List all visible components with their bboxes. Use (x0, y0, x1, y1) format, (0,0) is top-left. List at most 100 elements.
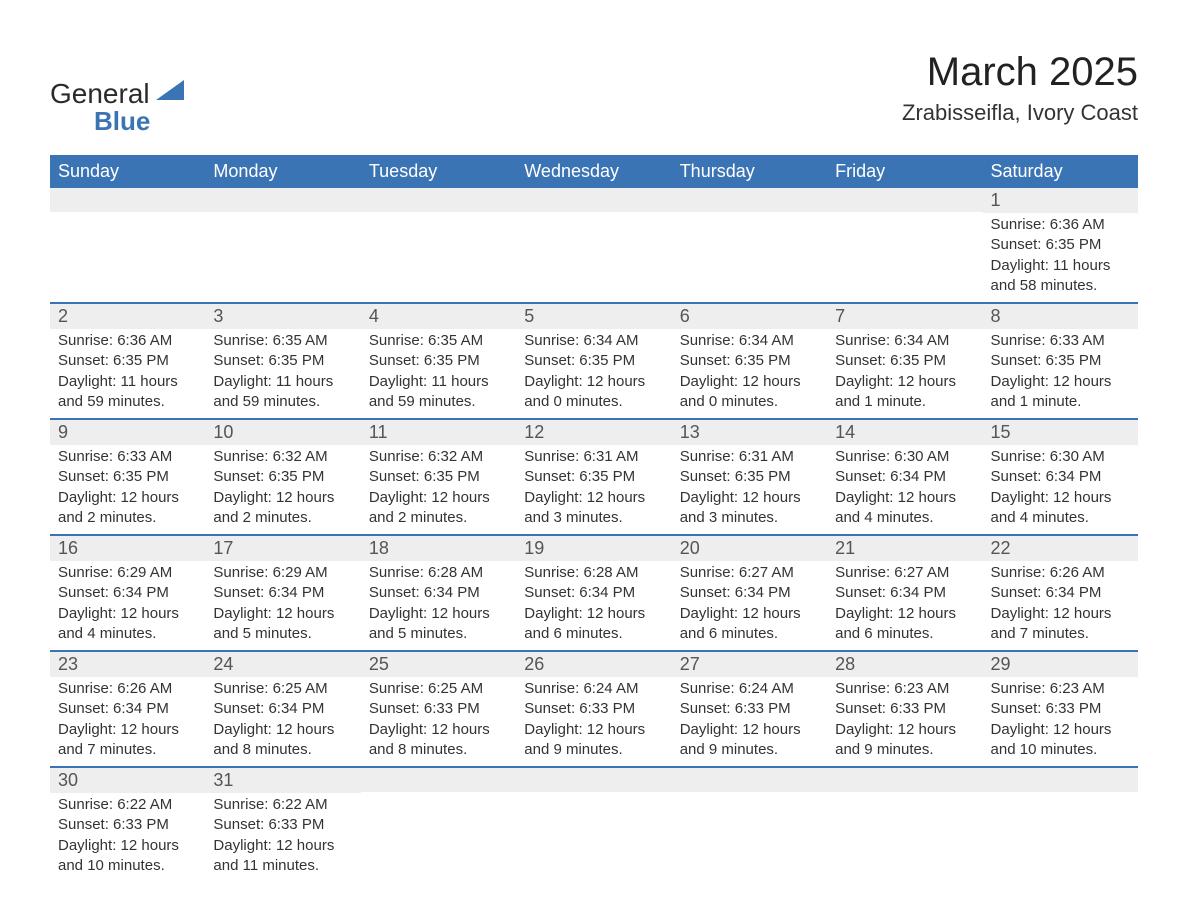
sunset-text: Sunset: 6:35 PM (213, 351, 352, 371)
day-header: Sunday (50, 155, 205, 188)
day-header: Wednesday (516, 155, 671, 188)
day-number (361, 188, 516, 212)
day-number: 19 (516, 536, 671, 561)
day-data: Sunrise: 6:28 AMSunset: 6:34 PMDaylight:… (361, 561, 516, 650)
daylight-text: Daylight: 12 hours and 6 minutes. (835, 604, 974, 645)
sunset-text: Sunset: 6:34 PM (58, 583, 197, 603)
sunset-text: Sunset: 6:34 PM (680, 583, 819, 603)
sunset-text: Sunset: 6:34 PM (213, 583, 352, 603)
day-number: 14 (827, 420, 982, 445)
day-cell: 21Sunrise: 6:27 AMSunset: 6:34 PMDayligh… (827, 535, 982, 651)
day-cell (361, 188, 516, 303)
daylight-text: Daylight: 12 hours and 4 minutes. (58, 604, 197, 645)
title-block: March 2025 Zrabisseifla, Ivory Coast (902, 50, 1138, 126)
day-number (827, 768, 982, 792)
sunrise-text: Sunrise: 6:23 AM (835, 679, 974, 699)
page-header: General Blue March 2025 Zrabisseifla, Iv… (50, 50, 1138, 137)
day-data (983, 792, 1138, 870)
day-number (361, 768, 516, 792)
day-cell: 23Sunrise: 6:26 AMSunset: 6:34 PMDayligh… (50, 651, 205, 767)
day-cell: 19Sunrise: 6:28 AMSunset: 6:34 PMDayligh… (516, 535, 671, 651)
sunset-text: Sunset: 6:33 PM (680, 699, 819, 719)
daylight-text: Daylight: 11 hours and 59 minutes. (213, 372, 352, 413)
sunset-text: Sunset: 6:34 PM (835, 583, 974, 603)
day-data: Sunrise: 6:31 AMSunset: 6:35 PMDaylight:… (672, 445, 827, 534)
day-cell: 20Sunrise: 6:27 AMSunset: 6:34 PMDayligh… (672, 535, 827, 651)
sunset-text: Sunset: 6:34 PM (369, 583, 508, 603)
sunrise-text: Sunrise: 6:36 AM (58, 331, 197, 351)
day-number (516, 768, 671, 792)
day-data: Sunrise: 6:26 AMSunset: 6:34 PMDaylight:… (50, 677, 205, 766)
day-number: 5 (516, 304, 671, 329)
sunset-text: Sunset: 6:35 PM (213, 467, 352, 487)
day-cell: 9Sunrise: 6:33 AMSunset: 6:35 PMDaylight… (50, 419, 205, 535)
sunrise-text: Sunrise: 6:34 AM (524, 331, 663, 351)
day-data: Sunrise: 6:31 AMSunset: 6:35 PMDaylight:… (516, 445, 671, 534)
day-number: 30 (50, 768, 205, 793)
day-number: 29 (983, 652, 1138, 677)
day-cell: 22Sunrise: 6:26 AMSunset: 6:34 PMDayligh… (983, 535, 1138, 651)
day-number: 12 (516, 420, 671, 445)
day-cell (516, 188, 671, 303)
day-data: Sunrise: 6:22 AMSunset: 6:33 PMDaylight:… (50, 793, 205, 882)
day-number: 27 (672, 652, 827, 677)
day-data (361, 792, 516, 870)
daylight-text: Daylight: 12 hours and 8 minutes. (369, 720, 508, 761)
day-data: Sunrise: 6:27 AMSunset: 6:34 PMDaylight:… (827, 561, 982, 650)
sunset-text: Sunset: 6:35 PM (680, 351, 819, 371)
day-cell: 8Sunrise: 6:33 AMSunset: 6:35 PMDaylight… (983, 303, 1138, 419)
sunrise-text: Sunrise: 6:31 AM (680, 447, 819, 467)
daylight-text: Daylight: 12 hours and 2 minutes. (369, 488, 508, 529)
day-number: 10 (205, 420, 360, 445)
daylight-text: Daylight: 12 hours and 10 minutes. (991, 720, 1130, 761)
day-cell: 6Sunrise: 6:34 AMSunset: 6:35 PMDaylight… (672, 303, 827, 419)
sunset-text: Sunset: 6:35 PM (369, 467, 508, 487)
day-data (50, 212, 205, 290)
daylight-text: Daylight: 12 hours and 6 minutes. (524, 604, 663, 645)
day-cell: 7Sunrise: 6:34 AMSunset: 6:35 PMDaylight… (827, 303, 982, 419)
daylight-text: Daylight: 12 hours and 11 minutes. (213, 836, 352, 877)
day-number: 31 (205, 768, 360, 793)
sunrise-text: Sunrise: 6:27 AM (835, 563, 974, 583)
day-data: Sunrise: 6:26 AMSunset: 6:34 PMDaylight:… (983, 561, 1138, 650)
day-cell: 26Sunrise: 6:24 AMSunset: 6:33 PMDayligh… (516, 651, 671, 767)
day-data: Sunrise: 6:36 AMSunset: 6:35 PMDaylight:… (983, 213, 1138, 302)
sunset-text: Sunset: 6:35 PM (58, 351, 197, 371)
day-cell (516, 767, 671, 882)
day-number: 25 (361, 652, 516, 677)
day-number: 28 (827, 652, 982, 677)
daylight-text: Daylight: 12 hours and 2 minutes. (213, 488, 352, 529)
sunset-text: Sunset: 6:33 PM (835, 699, 974, 719)
day-data: Sunrise: 6:24 AMSunset: 6:33 PMDaylight:… (672, 677, 827, 766)
day-data: Sunrise: 6:32 AMSunset: 6:35 PMDaylight:… (205, 445, 360, 534)
day-header: Saturday (983, 155, 1138, 188)
day-data (827, 212, 982, 290)
sunrise-text: Sunrise: 6:32 AM (369, 447, 508, 467)
calendar-table: Sunday Monday Tuesday Wednesday Thursday… (50, 155, 1138, 882)
sunrise-text: Sunrise: 6:34 AM (680, 331, 819, 351)
day-cell: 11Sunrise: 6:32 AMSunset: 6:35 PMDayligh… (361, 419, 516, 535)
day-cell: 17Sunrise: 6:29 AMSunset: 6:34 PMDayligh… (205, 535, 360, 651)
daylight-text: Daylight: 12 hours and 9 minutes. (680, 720, 819, 761)
day-cell (672, 767, 827, 882)
day-cell: 5Sunrise: 6:34 AMSunset: 6:35 PMDaylight… (516, 303, 671, 419)
day-number (672, 768, 827, 792)
day-data: Sunrise: 6:29 AMSunset: 6:34 PMDaylight:… (50, 561, 205, 650)
week-row: 23Sunrise: 6:26 AMSunset: 6:34 PMDayligh… (50, 651, 1138, 767)
day-cell: 2Sunrise: 6:36 AMSunset: 6:35 PMDaylight… (50, 303, 205, 419)
sunset-text: Sunset: 6:35 PM (369, 351, 508, 371)
sunrise-text: Sunrise: 6:32 AM (213, 447, 352, 467)
sunset-text: Sunset: 6:34 PM (835, 467, 974, 487)
daylight-text: Daylight: 12 hours and 10 minutes. (58, 836, 197, 877)
day-data: Sunrise: 6:23 AMSunset: 6:33 PMDaylight:… (827, 677, 982, 766)
day-data (672, 792, 827, 870)
day-number: 18 (361, 536, 516, 561)
day-cell: 25Sunrise: 6:25 AMSunset: 6:33 PMDayligh… (361, 651, 516, 767)
sunset-text: Sunset: 6:34 PM (991, 467, 1130, 487)
sunrise-text: Sunrise: 6:33 AM (58, 447, 197, 467)
sunset-text: Sunset: 6:33 PM (213, 815, 352, 835)
daylight-text: Daylight: 11 hours and 59 minutes. (369, 372, 508, 413)
day-data: Sunrise: 6:28 AMSunset: 6:34 PMDaylight:… (516, 561, 671, 650)
day-data (361, 212, 516, 290)
day-cell: 28Sunrise: 6:23 AMSunset: 6:33 PMDayligh… (827, 651, 982, 767)
